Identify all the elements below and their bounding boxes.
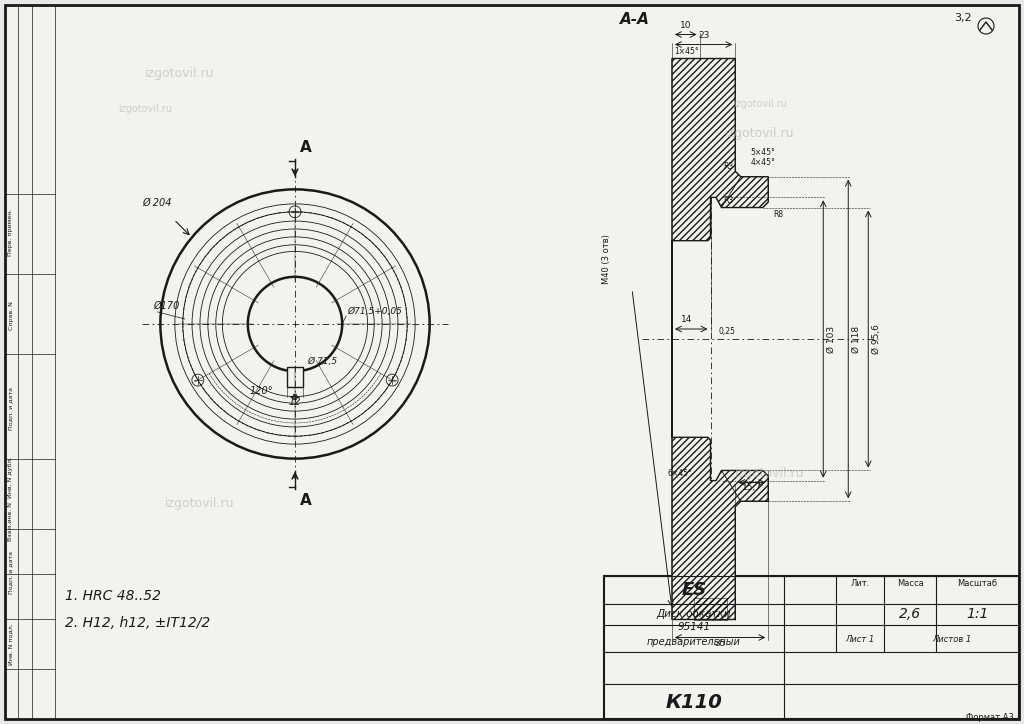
Text: Справ. N: Справ. N <box>8 302 13 330</box>
Text: R3: R3 <box>724 195 734 205</box>
Text: Листов 1: Листов 1 <box>932 634 971 644</box>
Text: 6×45°: 6×45° <box>667 468 692 478</box>
Text: Подп. и дата: Подп. и дата <box>8 387 13 431</box>
Text: Масса: Масса <box>897 579 924 589</box>
Text: 14: 14 <box>681 315 692 324</box>
Text: izgotovil.ru: izgotovil.ru <box>118 104 172 114</box>
Text: Диск обкатки: Диск обкатки <box>656 609 731 619</box>
Text: Взам.инв. N  Инв. N дубл.: Взам.инв. N Инв. N дубл. <box>8 457 13 541</box>
Text: Формат А3: Формат А3 <box>966 713 1014 722</box>
Text: 3,2: 3,2 <box>954 13 972 23</box>
Text: 10: 10 <box>680 22 691 30</box>
Text: 120°: 120° <box>250 386 273 396</box>
Text: Ø170: Ø170 <box>154 301 180 311</box>
Text: А: А <box>300 492 311 508</box>
Text: izgotovil.ru: izgotovil.ru <box>165 497 234 510</box>
Text: izgotovil.ru: izgotovil.ru <box>735 468 805 481</box>
Text: М40 (3 отв): М40 (3 отв) <box>602 234 611 284</box>
Polygon shape <box>672 59 768 620</box>
Text: 23: 23 <box>698 32 710 41</box>
Text: 1:1: 1:1 <box>967 607 989 621</box>
Text: А: А <box>300 140 311 156</box>
Text: 2. H12, h12, ±IT12/2: 2. H12, h12, ±IT12/2 <box>65 616 210 630</box>
Text: izgotovil.ru: izgotovil.ru <box>725 127 795 140</box>
Text: Ø 204: Ø 204 <box>142 198 172 208</box>
Text: предварительный: предварительный <box>647 637 741 647</box>
Text: 15,7: 15,7 <box>741 484 762 492</box>
Text: 5×45°: 5×45° <box>751 148 775 157</box>
Text: Ø 103: Ø 103 <box>827 325 837 353</box>
Text: Перв. примен.: Перв. примен. <box>8 209 13 256</box>
Text: 12: 12 <box>289 397 301 407</box>
Text: Подп. и дата: Подп. и дата <box>8 550 13 594</box>
Text: Ø 95,6: Ø 95,6 <box>872 324 882 354</box>
Text: 95141: 95141 <box>678 622 711 632</box>
Text: ES: ES <box>681 581 707 599</box>
Text: 4×45°: 4×45° <box>751 158 775 167</box>
Text: Масштаб: Масштаб <box>957 579 997 589</box>
Text: Ø71,5+0,05: Ø71,5+0,05 <box>347 307 402 316</box>
Text: 0,25: 0,25 <box>719 327 735 336</box>
Text: izgotovil.ru: izgotovil.ru <box>145 67 215 80</box>
Text: 2,6: 2,6 <box>899 607 921 621</box>
Text: Инв. N подл.: Инв. N подл. <box>8 623 13 665</box>
Text: Ø 118: Ø 118 <box>852 325 861 353</box>
Text: R8: R8 <box>773 211 783 219</box>
Text: 1. HRC 48..52: 1. HRC 48..52 <box>65 589 161 603</box>
Bar <box>55 10 615 574</box>
Text: К110: К110 <box>666 692 723 712</box>
Text: R3: R3 <box>723 161 733 171</box>
Text: Ø 71,5: Ø 71,5 <box>307 357 337 366</box>
Text: izgotovil.ru: izgotovil.ru <box>733 99 787 109</box>
Bar <box>604 576 1019 719</box>
Text: 1×45°: 1×45° <box>674 48 698 56</box>
Text: Лист 1: Лист 1 <box>846 634 874 644</box>
Text: А-А: А-А <box>620 12 650 27</box>
Text: Лит.: Лит. <box>850 579 869 589</box>
Bar <box>287 367 303 387</box>
Text: 35: 35 <box>715 639 726 647</box>
